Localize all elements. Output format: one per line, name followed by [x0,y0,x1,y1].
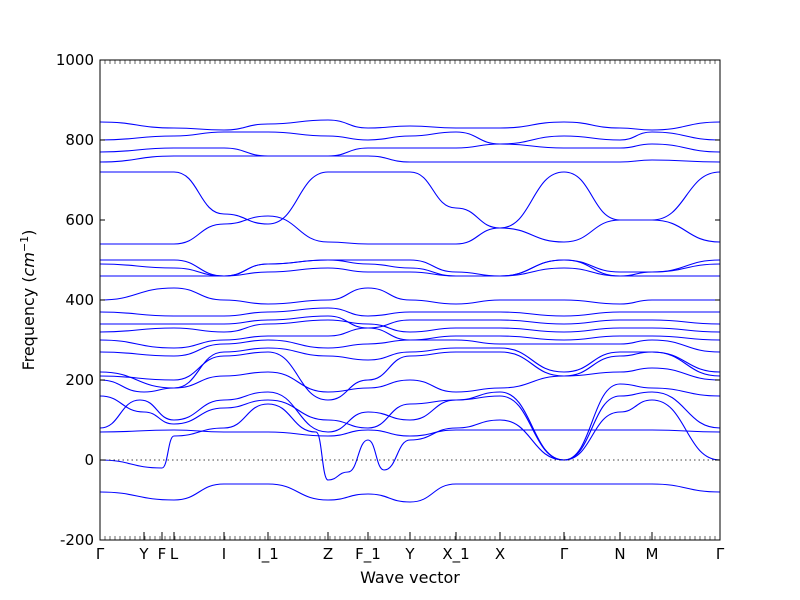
band-line-13 [99,307,720,317]
y-tick-label: 800 [65,131,94,149]
band-line-7 [99,351,721,401]
band-line-19 [99,171,721,229]
band-line-16 [99,259,721,277]
band-line-12 [100,315,721,329]
band-line-17 [100,259,721,277]
band-line-23 [99,119,721,131]
band-line-10 [99,327,721,349]
y-axis-label: Frequency (cm−1) [18,230,39,371]
y-tick-label: 200 [65,371,94,389]
band-line-2 [99,399,721,481]
x-axis-label: Wave vector [360,568,460,587]
x-tick-label: Y [404,545,415,563]
band-line-4 [99,391,721,461]
band-line-21 [99,143,721,157]
x-tick-label: Γ [560,545,569,563]
x-tick-label: M [646,545,659,563]
y-axis-label-unit: cm [19,252,38,276]
y-tick-label: 400 [65,291,94,309]
y-axis-label-close: ) [19,230,38,236]
y-axis-label-main: Frequency ( [19,276,38,370]
band-line-14 [99,287,720,305]
band-line-11 [99,319,721,333]
band-line-3 [99,429,721,437]
band-line-22 [99,131,721,145]
y-tick-label: 600 [65,211,94,229]
x-tick-label: N [614,545,625,563]
x-tick-label: X_1 [442,545,469,564]
y-axis-label-exponent: −1 [18,236,31,252]
y-tick-label: 1000 [56,51,94,69]
x-tick-label: Γ [716,545,725,563]
band-line-8 [99,347,721,389]
y-tick-label: -200 [60,531,94,549]
band-lines [99,119,721,503]
x-tick-label: F_1 [355,545,381,564]
x-tick-label: Γ [96,545,105,563]
x-tick-label: I [222,545,226,563]
plot-frame [99,59,721,541]
x-tick-label: X [495,545,505,563]
band-line-5 [99,383,721,461]
band-line-9 [99,339,721,357]
band-line-1 [99,483,721,503]
band-line-20 [99,155,721,163]
y-tick-label: 0 [84,451,94,469]
x-tick-label: Y [138,545,149,563]
x-tick-label: I_1 [257,545,278,564]
band-line-6 [99,367,721,393]
x-tick-label: L [170,545,179,563]
x-tick-label: Z [323,545,333,563]
x-tick-label: F [158,545,167,563]
